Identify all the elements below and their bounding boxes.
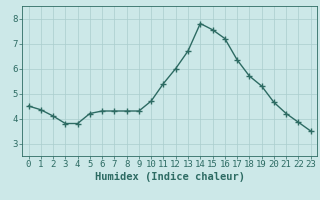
X-axis label: Humidex (Indice chaleur): Humidex (Indice chaleur) (95, 172, 244, 182)
